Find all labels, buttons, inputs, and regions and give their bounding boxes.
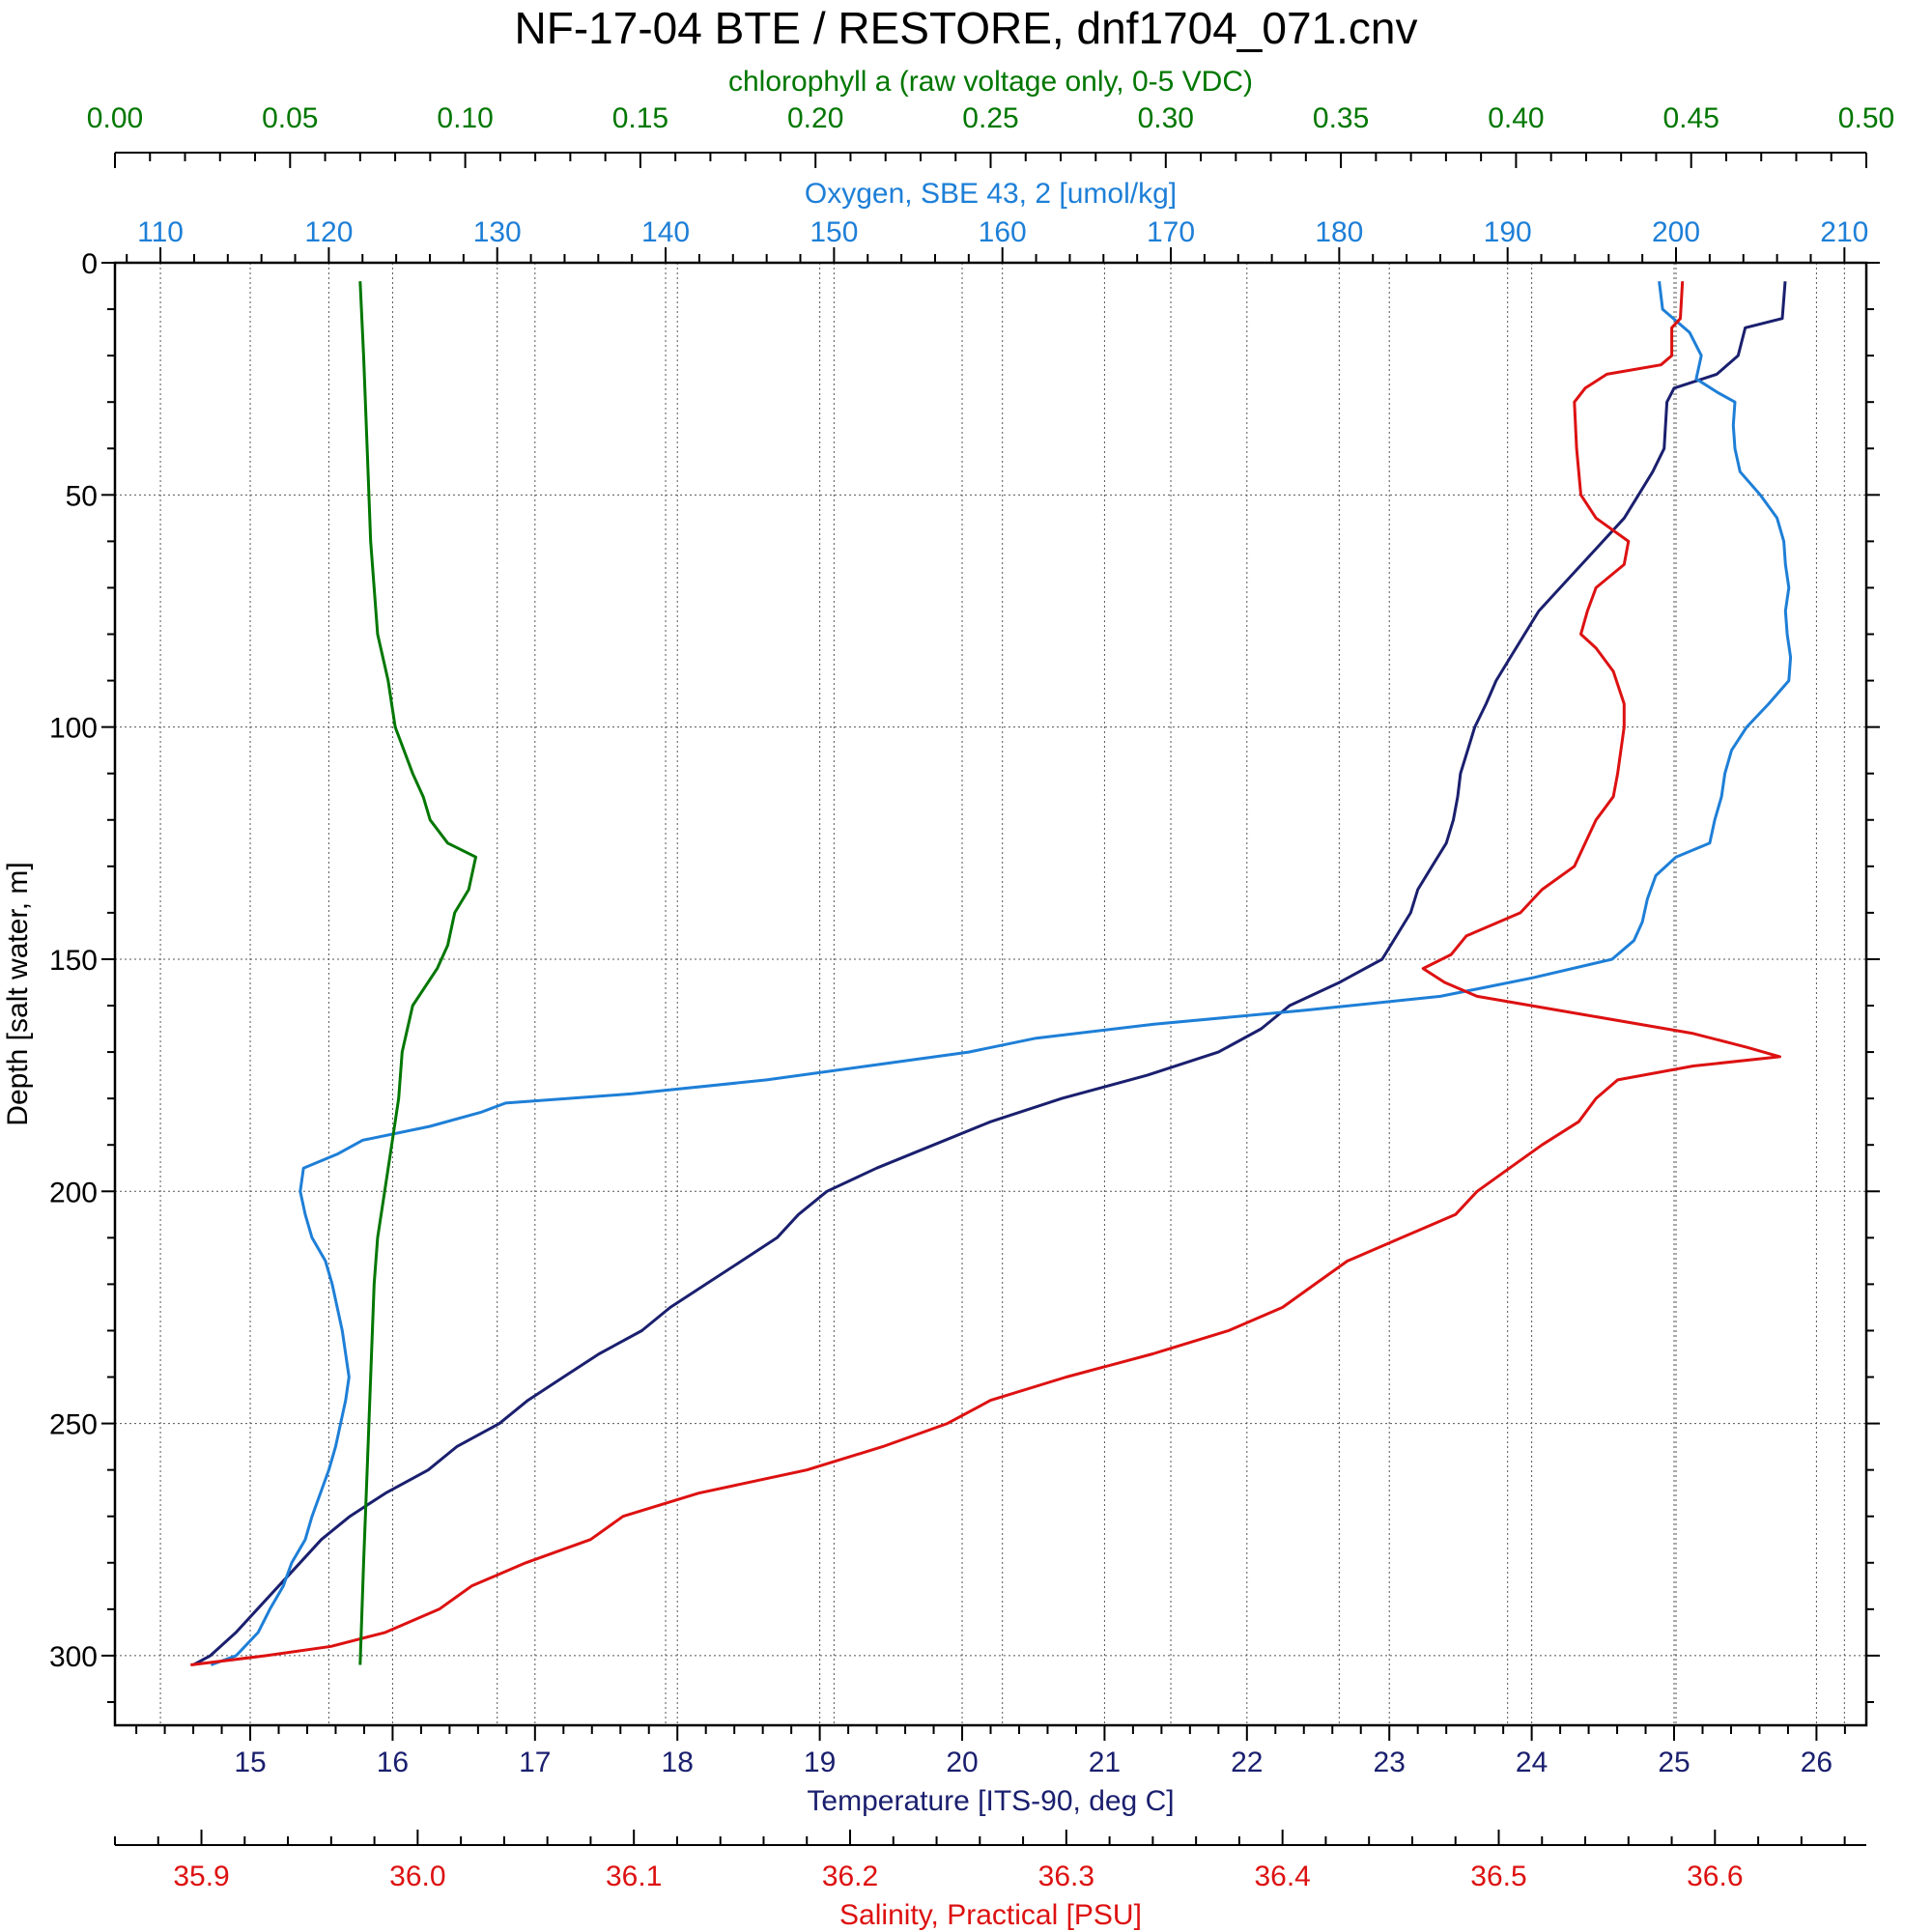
chl-tick-label: 0.10 [437,102,493,134]
chl-axis: 0.00 0.05 0.10 0.15 0.20 0.25 0.30 0.35 0.40 0.45… [87,66,1894,168]
temp-tick-label: 16 [377,1747,409,1778]
oxy-tick-label: 110 [137,216,184,248]
chl-tick-label: 0.45 [1663,102,1719,134]
sal-tick-label: 36.6 [1687,1861,1743,1892]
depth-axis-title: Depth [salt water, m] [2,862,34,1125]
chl-tick-label: 0.50 [1838,102,1894,134]
oxy-tick-label: 150 [810,216,858,248]
depth-tick-label: 150 [49,945,98,977]
oxy-axis: 110 120 130 140 150 160 170 180 190 200 210 Oxygen,… [126,178,1868,263]
oxy-tick-label: 190 [1484,216,1532,248]
chl-tick-label: 0.05 [262,102,318,134]
oxy-tick-label: 170 [1147,216,1195,248]
sal-axis-title: Salinity, Practical [PSU] [839,1899,1142,1931]
temp-tick-label: 24 [1516,1747,1548,1778]
chl-tick-label: 0.00 [87,102,143,134]
chl-tick-label: 0.25 [962,102,1018,134]
series-sal-line [190,281,1781,1666]
sal-tick-label: 35.9 [173,1861,229,1892]
depth-tick-label: 50 [66,480,98,512]
sal-tick-label: 36.4 [1254,1861,1310,1892]
oxy-tick-label: 120 [304,216,353,248]
temp-tick-label: 23 [1374,1747,1406,1778]
depth-tick-label: 100 [49,713,98,745]
chart-title: NF-17-04 BTE / RESTORE, dnf1704_071.cnv [515,3,1418,53]
temp-tick-label: 25 [1658,1747,1690,1778]
series-temp-line [192,281,1787,1666]
temp-tick-label: 19 [804,1747,836,1778]
oxy-tick-label: 160 [979,216,1027,248]
depth-tick-label: 300 [49,1641,98,1673]
temp-tick-label: 21 [1089,1747,1121,1778]
chl-tick-label: 0.30 [1138,102,1194,134]
sal-tick-label: 36.3 [1038,1861,1094,1892]
temp-tick-label: 18 [662,1747,694,1778]
sal-tick-label: 36.5 [1470,1861,1526,1892]
plot-grid [115,262,1866,1725]
depth-tick-label: 250 [49,1409,98,1441]
oxy-axis-title: Oxygen, SBE 43, 2 [umol/kg] [805,178,1177,210]
chl-tick-label: 0.40 [1488,102,1544,134]
temp-tick-label: 15 [234,1747,266,1778]
temp-tick-label: 22 [1231,1747,1263,1778]
sal-axis: 35.9 36.0 36.1 36.2 36.3 36.4 36.5 36.6 Salinity… [114,1830,1866,1931]
series-layer [190,281,1793,1666]
series-chl-line [358,281,477,1665]
oxy-tick-label: 180 [1315,216,1363,248]
sal-tick-label: 36.2 [822,1861,878,1892]
chl-tick-label: 0.15 [612,102,668,134]
series-oxy-line [210,281,1793,1666]
temp-tick-label: 17 [519,1747,551,1778]
depth-tick-label: 0 [81,248,98,280]
oxy-tick-label: 140 [641,216,690,248]
temp-tick-label: 20 [946,1747,978,1778]
depth-axis: 0 50 100 150 200 250 300 Depth [salt water, m] [2,248,1880,1703]
temp-axis-title: Temperature [ITS-90, deg C] [807,1785,1174,1817]
oxy-tick-label: 210 [1820,216,1868,248]
depth-tick-label: 200 [49,1177,98,1208]
oxy-tick-label: 130 [473,216,522,248]
chl-tick-label: 0.35 [1313,102,1369,134]
chl-axis-title: chlorophyll a (raw voltage only, 0-5 VDC… [728,66,1253,98]
oxy-tick-label: 200 [1652,216,1700,248]
temp-tick-label: 26 [1801,1747,1833,1778]
chl-tick-label: 0.20 [787,102,843,134]
sal-tick-label: 36.1 [606,1861,662,1892]
sal-tick-label: 36.0 [389,1861,445,1892]
temp-axis: 15 16 17 18 19 20 21 22 23 24 25 26 Temperature [ITS… [135,1725,1846,1817]
